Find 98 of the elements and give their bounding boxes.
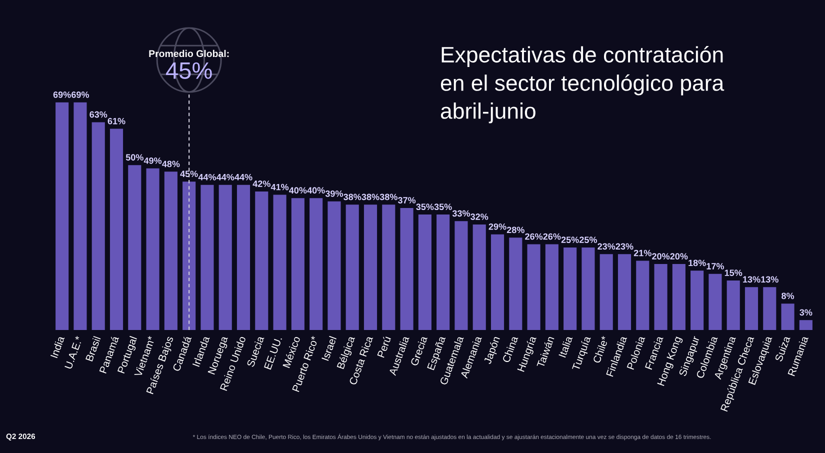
bar [236,184,250,330]
data-label: 23% [616,243,634,250]
bar [799,320,812,330]
x-tick-label: Perú [376,336,392,358]
data-label: 33% [452,210,470,217]
bar [527,244,540,330]
data-label: 17% [706,263,724,270]
bar [328,201,341,330]
data-label: 37% [398,197,416,204]
data-label: 28% [506,226,524,234]
data-label: 38% [362,194,380,200]
bar [564,248,577,330]
data-label: 49% [144,157,162,164]
bar [636,260,650,330]
data-label: 50% [126,154,144,161]
data-label: 69% [72,92,90,98]
x-tick-label: Irlanda [192,335,210,367]
x-tick-label: Grecia [410,335,428,366]
bar [364,204,378,330]
data-label: 40% [307,187,325,194]
bar [400,208,414,330]
bar [708,274,722,330]
bar [291,198,304,330]
data-label: 20% [670,253,688,260]
x-tick-label: Italia [558,335,573,358]
data-label: 13% [743,276,760,283]
data-label: 44% [198,174,216,180]
data-label: 29% [488,223,506,230]
bar [672,264,686,330]
bar [454,221,468,330]
bar [545,244,558,330]
data-label: 40% [289,187,307,194]
x-tick-label: Chile* [592,335,609,364]
bar [128,165,142,330]
data-label: 45% [180,170,198,178]
data-label: 13% [761,276,778,283]
bar [618,254,632,330]
data-label: 8% [782,292,794,300]
data-label: 18% [688,260,706,266]
data-label: 63% [90,111,108,118]
ref-line-label: Promedio Global: 45% [149,50,229,79]
bar [146,168,160,330]
bar [56,102,69,330]
x-tick-label: Suecia [246,335,264,368]
data-label: 35% [416,204,434,210]
bar [255,191,268,330]
bar [654,264,668,330]
data-label: 32% [470,214,488,220]
data-label: 39% [325,190,344,197]
data-label: 42% [252,180,270,187]
bar [582,248,595,330]
bar [690,270,704,330]
data-label: 21% [634,250,652,256]
bar [273,194,286,330]
data-label: 26% [525,233,543,240]
data-label: 44% [234,174,252,180]
x-tick-label: Brasil [85,336,101,362]
data-label: 25% [579,236,598,244]
data-label: 3% [800,309,812,316]
data-label: 38% [380,194,398,200]
x-tick-label: Japón [483,336,502,366]
bar [310,198,323,330]
bar [74,102,87,330]
bar [382,204,396,330]
x-tick-label: India [50,335,65,358]
data-label: 15% [724,270,742,276]
x-tick-label: U.A.E.* [64,336,83,370]
bar [200,184,214,330]
bar [418,214,432,330]
bar [472,224,486,330]
data-label: 48% [162,160,180,168]
data-label: 44% [216,174,234,180]
data-label: 38% [344,194,362,200]
bar [218,184,232,330]
bar [744,287,758,330]
bar [600,254,613,330]
bar [509,238,522,330]
data-label: 35% [434,204,452,210]
bar [110,128,124,330]
bar [726,280,740,330]
bar [182,182,196,330]
data-label: 20% [652,253,670,260]
data-label: 61% [108,118,126,124]
bar [490,234,504,330]
data-label: 26% [543,233,561,240]
bar [346,204,359,330]
bar [92,122,105,330]
bar [781,304,794,330]
chart-title: Expectativas de contratación en el sector tecnológico para abril-junio [440,46,724,124]
x-tick-label: Israel [321,336,337,361]
bar [164,172,178,330]
bar [763,287,776,330]
data-label: 23% [598,243,616,250]
data-label: 69% [53,92,71,98]
data-label: 25% [561,236,579,244]
x-tick-label: China [502,335,518,363]
data-label: 41% [270,184,289,190]
bar [436,214,450,330]
